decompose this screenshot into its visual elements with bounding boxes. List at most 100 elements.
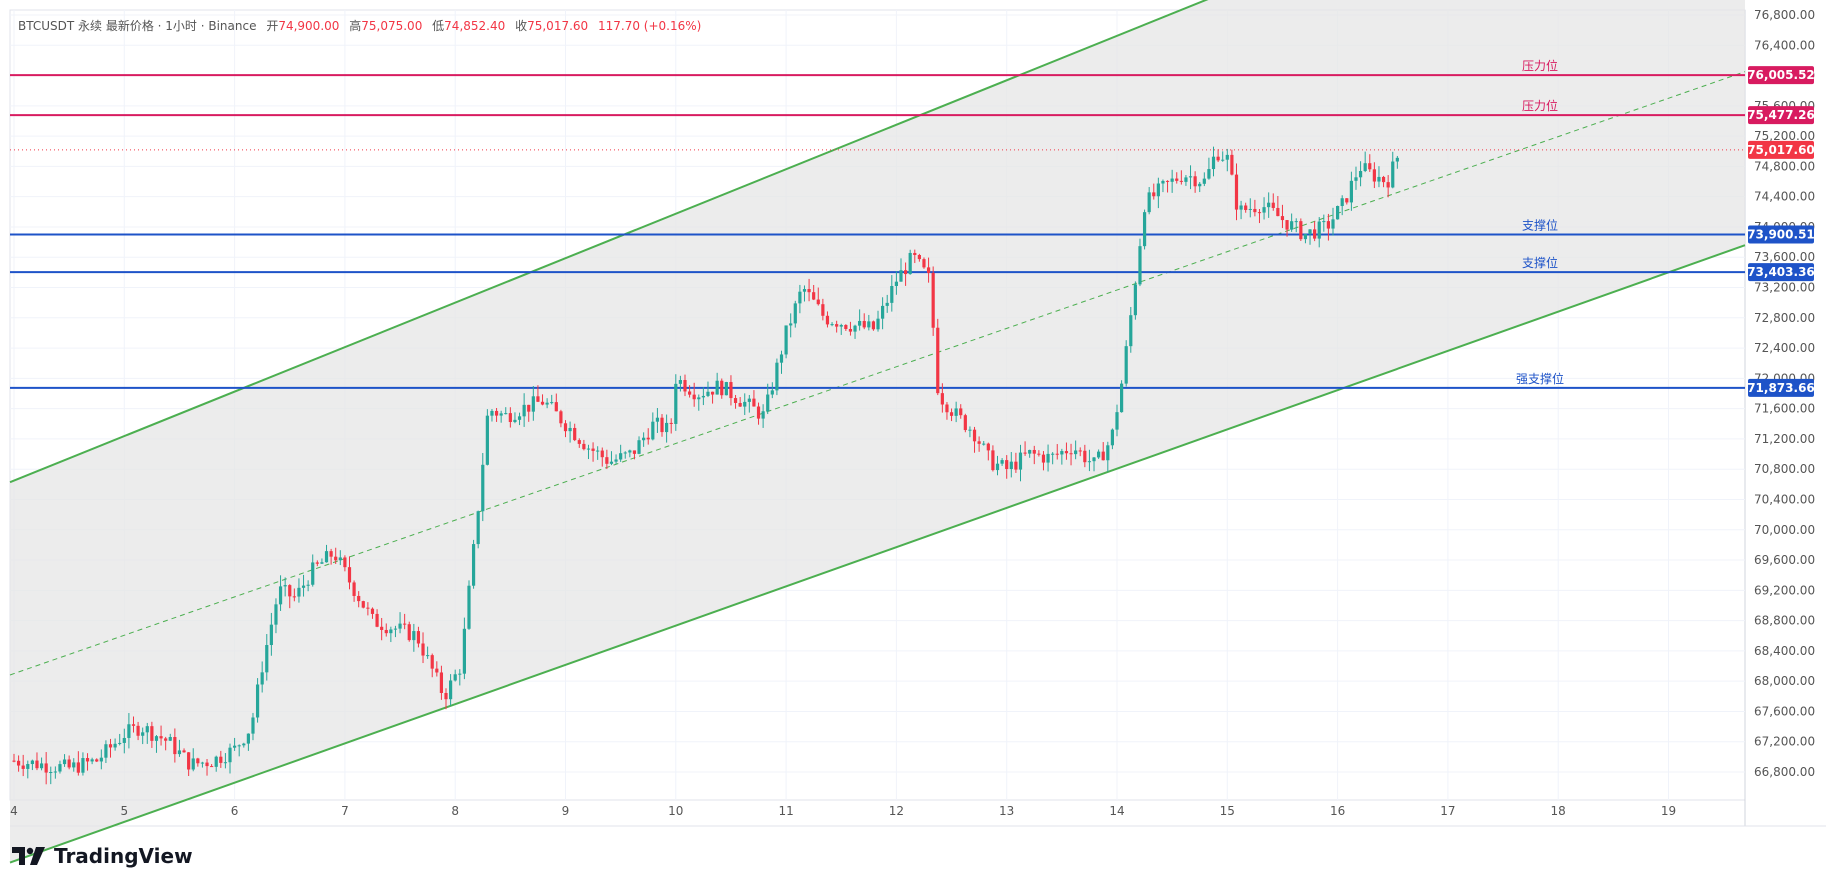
candle-down [444,692,448,700]
candle-down [1372,169,1376,182]
candle-up [596,450,600,452]
candle-down [1345,198,1349,203]
candle-up [177,750,182,755]
candle-up [890,286,894,303]
price-tick-label: 72,400.00 [1754,341,1815,355]
candle-down [816,299,820,305]
channel-lower-line[interactable] [9,244,1746,864]
level-price-tag-text: 73,403.36 [1747,265,1815,279]
candle-down [844,325,848,329]
candle-down [577,440,581,444]
level-price-tag [1748,106,1814,125]
candle-up [1018,452,1023,470]
candle-down [1386,182,1390,188]
price-tick-label: 71,200.00 [1754,432,1815,446]
candle-down [366,607,370,609]
time-tick-label: 8 [451,804,459,818]
low-value: 74,852.40 [444,19,506,33]
candle-down [940,393,944,405]
candle-up [1354,177,1358,181]
candle-up [1087,461,1092,463]
channel-upper-line[interactable] [9,0,1745,484]
candle-up [1221,159,1225,161]
channel-fill [10,0,1745,863]
level-price-tag-text: 71,873.66 [1747,381,1815,395]
symbol-info-bar[interactable]: BTCUSDT 永续 最新价格 · 1小时 · Binance 开74,900.… [18,17,701,34]
symbol-title[interactable]: BTCUSDT 永续 最新价格 · 1小时 · Binance [18,19,257,33]
price-tick-label: 73,600.00 [1754,250,1815,264]
price-tick-label: 70,400.00 [1754,492,1815,506]
candle-down [347,567,352,583]
candle-down [1234,174,1239,210]
candle-up [784,325,788,355]
candle-down [729,382,733,399]
candle-down [375,613,379,627]
candle-up [1308,229,1312,235]
channel-mid-line[interactable] [9,71,1746,676]
candle-up [154,736,159,741]
candle-up [145,726,149,733]
candle-up [471,544,476,586]
candle-down [582,443,586,450]
candle-down [1179,180,1183,182]
candle-down [361,601,365,608]
candle-up [1211,156,1216,170]
candle-down [164,738,168,741]
candle-down [219,756,223,763]
candle-up [642,437,646,441]
candle-up [802,289,807,292]
candle-down [600,450,604,458]
candle-down [1216,156,1220,161]
candle-down [977,441,981,444]
candle-up [122,737,126,743]
time-tick-label: 12 [889,804,904,818]
time-tick-label: 17 [1440,804,1455,818]
candle-down [959,408,963,416]
candle-down [848,328,853,332]
candle-down [683,380,687,392]
tradingview-logo[interactable]: TradingView [12,844,193,868]
candle-up [476,511,480,545]
candle-up [908,252,912,275]
candle-up [982,443,986,445]
candle-down [1165,180,1170,182]
candle-up [899,270,903,282]
candle-up [1290,221,1294,230]
time-axis[interactable]: 4 5 6 7 8 9 10 11 12 13 14 15 16 17 18 19 [10,804,1676,818]
candle-down [917,255,921,260]
candle-up [283,585,287,587]
candle-down [357,595,361,602]
candle-up [499,413,503,416]
candle-down [991,450,995,471]
level-price-tag [1748,225,1814,244]
candle-up [1156,183,1160,197]
candle-up [449,680,453,700]
time-tick-label: 4 [10,804,18,818]
candle-up [793,303,797,324]
candle-up [706,391,710,396]
candle-down [573,427,577,441]
candle-up [233,745,237,748]
candle-up [894,281,898,287]
price-tick-label: 69,600.00 [1754,553,1815,567]
candle-down [527,404,531,412]
price-tick-label: 76,400.00 [1754,38,1815,52]
candle-down [591,448,595,451]
candle-up [1115,412,1119,430]
candle-up [490,410,494,416]
candle-up [338,557,342,561]
candle-up [614,459,618,462]
candle-up [1225,154,1229,160]
candle-down [1276,207,1280,217]
candle-up [1202,178,1206,184]
candle-down [1064,451,1069,454]
candle-up [1322,221,1326,223]
candle-down [196,758,200,764]
time-tick-label: 10 [668,804,683,818]
candle-down [1041,454,1046,463]
candle-up [651,421,655,440]
candle-down [1299,221,1303,240]
candle-up [1009,461,1013,470]
candle-down [1230,154,1234,175]
